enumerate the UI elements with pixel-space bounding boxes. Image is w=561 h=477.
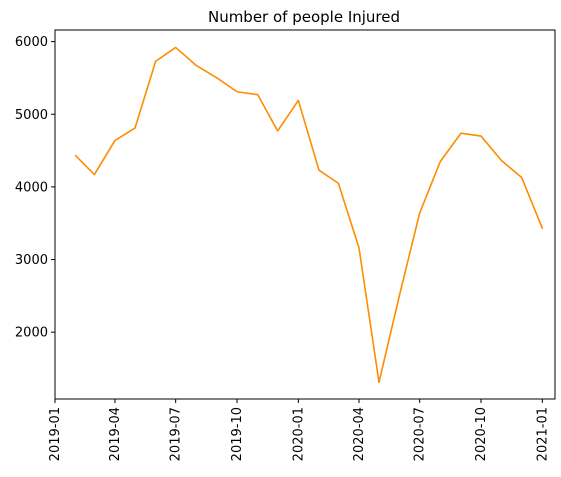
plot-area xyxy=(74,46,544,384)
x-tick-label: 2020-04 xyxy=(352,407,367,461)
x-tick-label: 2019-10 xyxy=(230,407,245,461)
x-tick-label: 2019-01 xyxy=(48,407,63,461)
x-tick-label: 2019-04 xyxy=(108,407,123,461)
y-tick-label: 3000 xyxy=(15,253,48,268)
y-axis: 2000 3000 4000 5000 6000 xyxy=(15,35,55,341)
x-tick-label: 2020-07 xyxy=(413,407,428,461)
x-tick-label: 2019-07 xyxy=(169,407,184,461)
x-tick-label: 2020-01 xyxy=(291,407,306,461)
series-line-0 xyxy=(74,46,544,384)
chart-title: Number of people Injured xyxy=(208,8,400,26)
y-tick-label: 2000 xyxy=(15,326,48,341)
x-tick-label: 2020-10 xyxy=(474,407,489,461)
x-axis: 2019-01 2019-04 2019-07 2019-10 2020-01 2020-… xyxy=(48,399,550,461)
y-tick-label: 6000 xyxy=(15,35,48,50)
y-tick-label: 5000 xyxy=(15,108,48,123)
plot-frame xyxy=(54,29,556,400)
x-tick-label: 2021-01 xyxy=(535,407,550,461)
y-tick-label: 4000 xyxy=(15,180,48,195)
